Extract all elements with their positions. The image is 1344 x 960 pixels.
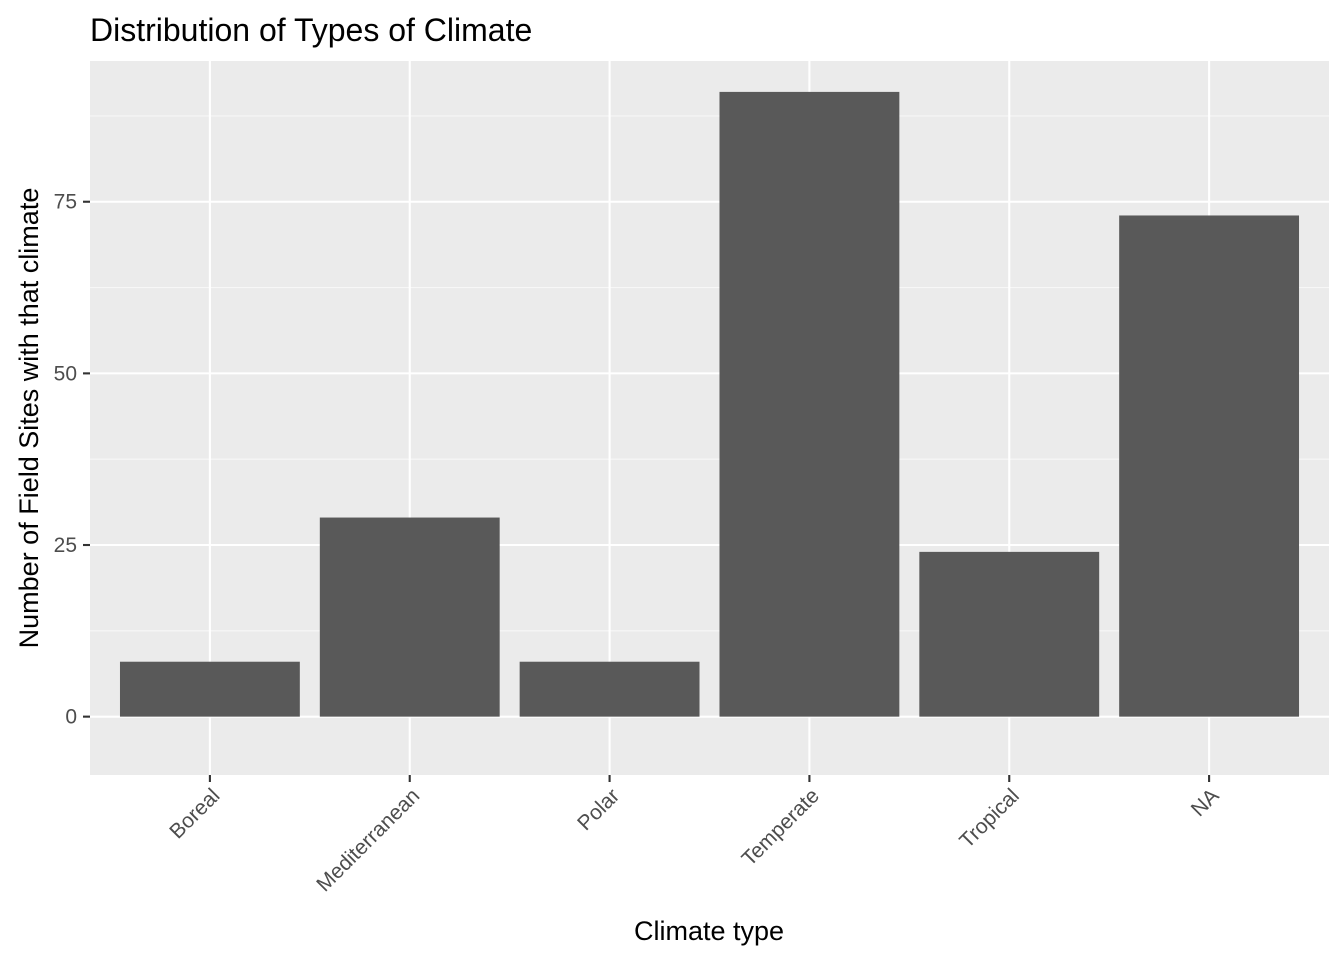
bar-temperate — [719, 91, 900, 717]
bars — [119, 91, 1300, 717]
bar-mediterranean — [319, 517, 500, 717]
y-tick-label: 75 — [54, 191, 77, 214]
bar-boreal — [119, 661, 300, 717]
y-tick-label: 50 — [54, 362, 77, 385]
y-tick-label: 0 — [65, 706, 77, 729]
y-axis-title: Number of Field Sites with that climate — [14, 188, 44, 649]
chart-title: Distribution of Types of Climate — [90, 12, 532, 48]
bar-na — [1119, 215, 1300, 717]
bar-tropical — [919, 551, 1100, 717]
bar-polar — [519, 661, 700, 717]
x-axis-title: Climate type — [634, 916, 784, 946]
y-tick-label: 25 — [54, 534, 77, 557]
axis-ticks — [83, 200, 1211, 782]
